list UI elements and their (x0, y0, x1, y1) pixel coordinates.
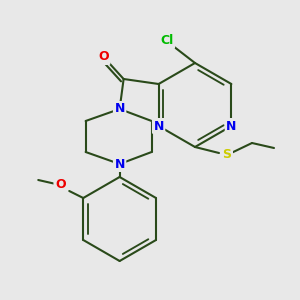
Text: N: N (153, 119, 164, 133)
Text: O: O (55, 178, 66, 191)
Text: N: N (114, 103, 125, 116)
Text: S: S (223, 148, 232, 161)
Text: N: N (114, 158, 125, 170)
Text: O: O (98, 50, 109, 64)
Text: N: N (226, 119, 237, 133)
Text: Cl: Cl (160, 34, 174, 47)
